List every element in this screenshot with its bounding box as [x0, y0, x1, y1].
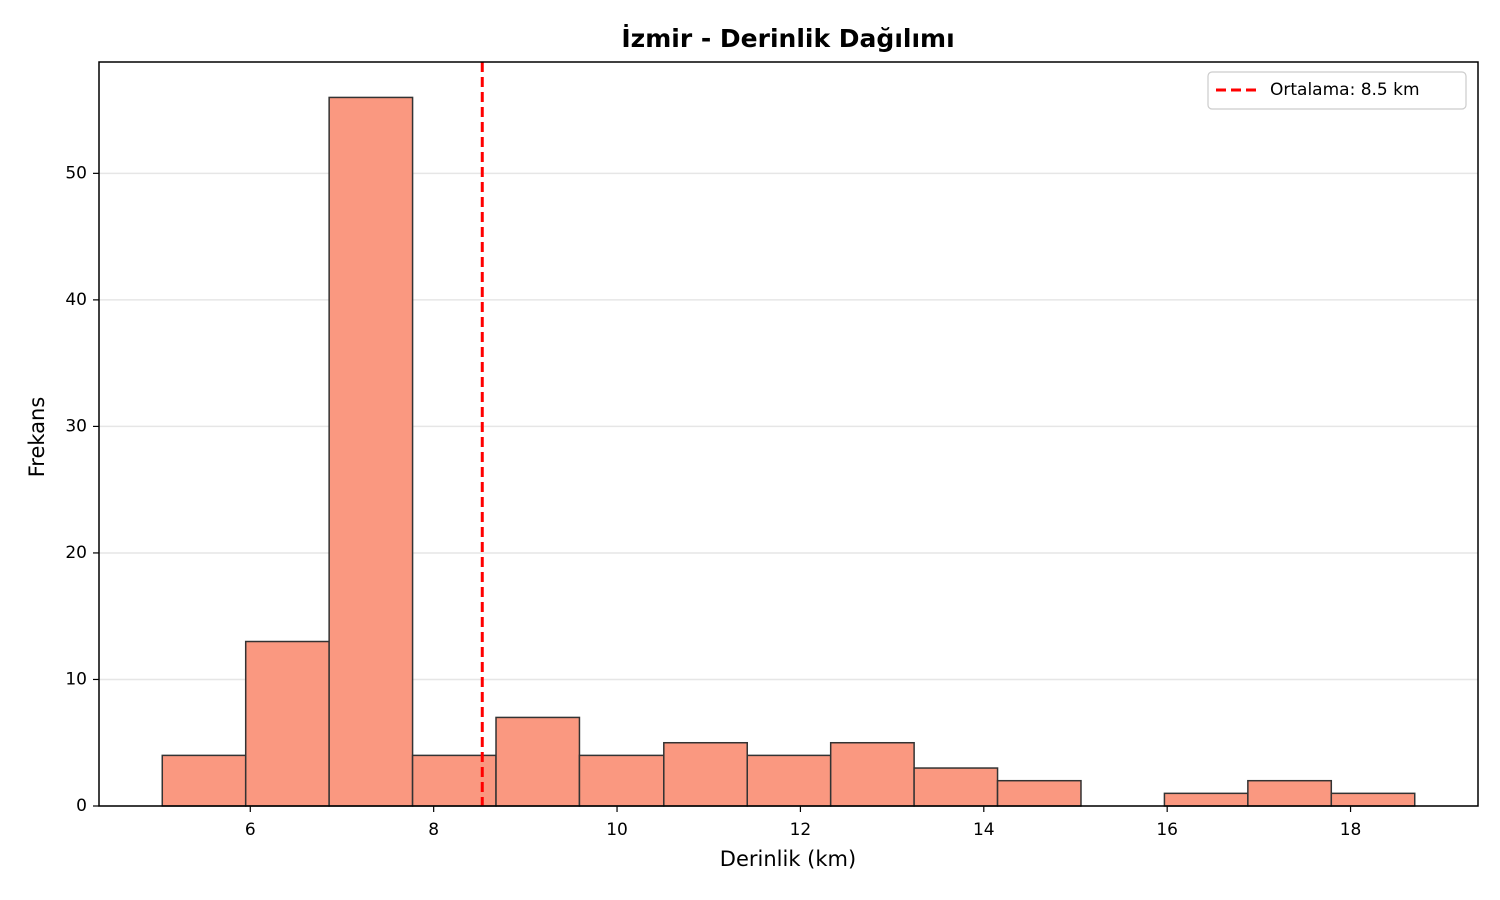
legend-label: Ortalama: 8.5 km [1270, 80, 1420, 100]
plot-frame [98, 61, 1479, 807]
bar [1247, 779, 1333, 807]
y-axis-label: Frekans [25, 397, 49, 478]
bar [244, 640, 330, 807]
legend-box [1207, 71, 1467, 110]
y-tick-label: 50 [65, 163, 87, 183]
bar [1163, 792, 1249, 807]
bar [829, 741, 915, 807]
bar [495, 716, 581, 807]
y-tick-label: 10 [65, 669, 87, 689]
bar [328, 96, 414, 807]
x-axis-label: Derinlik (km) [720, 847, 856, 871]
chart-title: İzmir - Derinlik Dağılımı [621, 23, 954, 53]
x-tick-label: 8 [428, 820, 439, 840]
x-tick-label: 12 [790, 820, 812, 840]
x-tick-label: 6 [245, 820, 256, 840]
y-tick-label: 40 [65, 290, 87, 310]
bar [161, 754, 247, 807]
y-tick-label: 0 [76, 796, 87, 816]
bar [996, 779, 1082, 807]
bar [746, 754, 832, 807]
y-tick-label: 30 [65, 416, 87, 436]
y-tick-label: 20 [65, 543, 87, 563]
x-tick-label: 10 [606, 820, 628, 840]
x-tick-label: 18 [1340, 820, 1362, 840]
bar [1330, 792, 1416, 807]
x-tick-label: 14 [973, 820, 995, 840]
bar [913, 767, 999, 807]
bar [663, 741, 748, 807]
bar [578, 754, 665, 807]
x-tick-label: 16 [1156, 820, 1178, 840]
